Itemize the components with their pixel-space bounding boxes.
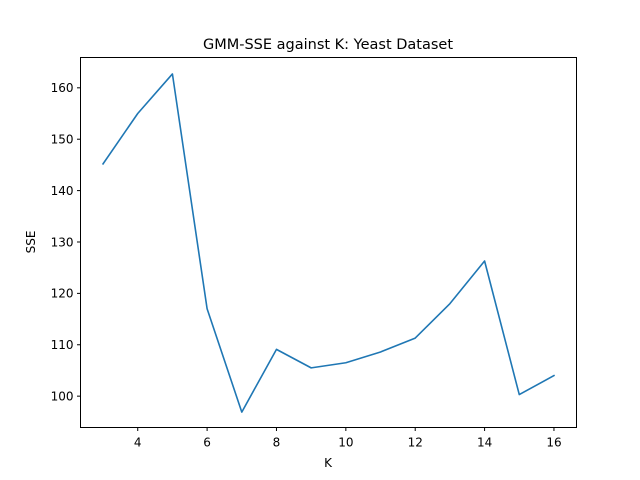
plot-frame: [80, 57, 577, 428]
y-tick-label: 110: [51, 338, 74, 352]
x-tick-label: 8: [273, 436, 281, 450]
y-tick-label: 100: [51, 389, 74, 403]
y-axis-label: SSE: [24, 231, 38, 254]
series-line: [101, 73, 556, 413]
y-tick-label: 120: [51, 287, 74, 301]
x-axis: 4 6 8 10 12 14 16: [134, 427, 562, 450]
y-tick-label: 160: [51, 81, 74, 95]
x-tick-label: 10: [338, 436, 353, 450]
y-tick-label: 130: [51, 235, 74, 249]
x-axis-label: K: [324, 456, 333, 470]
x-tick-label: 16: [546, 436, 561, 450]
chart-title: GMM-SSE against K: Yeast Dataset: [203, 37, 453, 53]
x-tick-label: 4: [134, 436, 142, 450]
y-axis: 100 110 120 130 140 150 160: [51, 81, 81, 403]
y-tick-label: 150: [51, 133, 74, 147]
plot-series: [101, 73, 556, 413]
x-tick-label: 6: [203, 436, 211, 450]
x-tick-label: 12: [408, 436, 423, 450]
x-tick-label: 14: [477, 436, 492, 450]
y-tick-label: 140: [51, 184, 74, 198]
